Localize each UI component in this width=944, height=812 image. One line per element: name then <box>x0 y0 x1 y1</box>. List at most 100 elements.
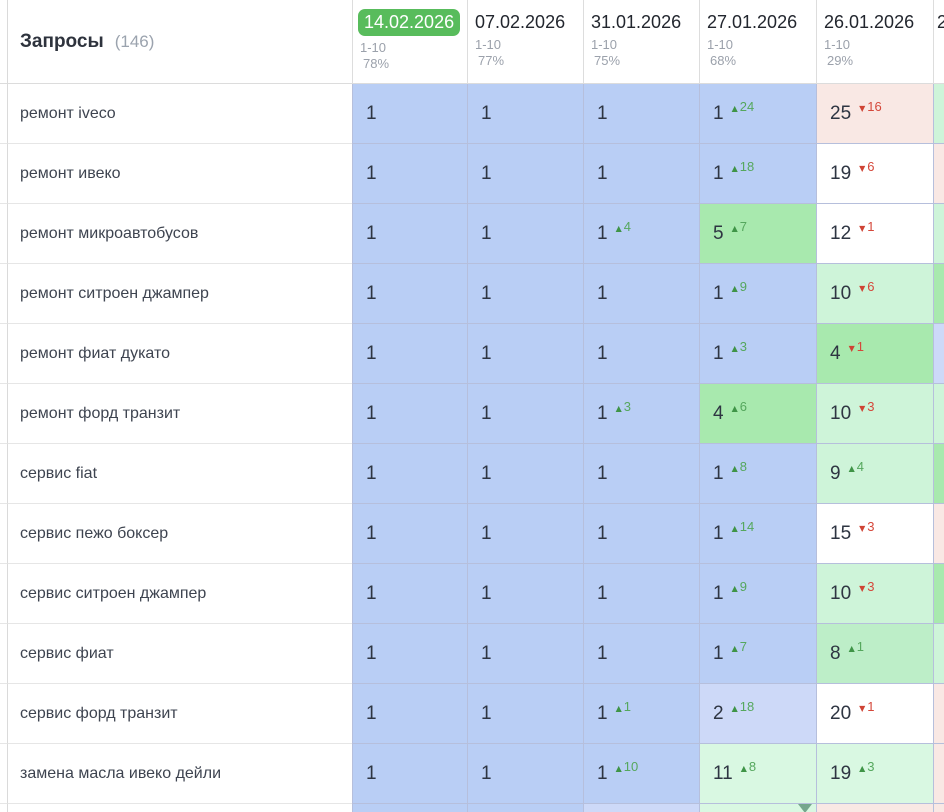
position-cell[interactable]: 4 ▼ 1 <box>816 324 933 384</box>
position-cell[interactable]: 9 ▲ 4 <box>816 444 933 504</box>
position-cell[interactable]: 1 <box>583 324 699 384</box>
position-cell-clipped[interactable] <box>933 684 944 744</box>
position-cell[interactable]: 1 ▲ 3 <box>583 384 699 444</box>
position-cell[interactable]: 1 ▲ 3 <box>699 324 816 384</box>
position-cell[interactable]: 1 <box>352 84 467 144</box>
date-column-header[interactable]: 31.01.2026 1-10 75% <box>583 0 699 84</box>
position-cell[interactable]: 1 ▲ 10 <box>583 744 699 804</box>
position-cell[interactable]: 1 <box>467 144 583 204</box>
position-cell[interactable]: 1 <box>352 444 467 504</box>
keyword-row: сервис ситроен джампер 1 1 1 1 ▲ 9 10 ▼ 3 <box>0 564 944 624</box>
date-column-header[interactable]: 07.02.2026 1-10 77% <box>467 0 583 84</box>
position-cell[interactable]: 1 <box>352 204 467 264</box>
position-cell[interactable]: 1 <box>352 384 467 444</box>
position-cell-clipped[interactable] <box>933 324 944 384</box>
position-cell[interactable]: 10 ▼ 3 <box>816 384 933 444</box>
position-cell-clipped[interactable] <box>933 204 944 264</box>
position-cell[interactable]: 19 ▲ 3 <box>816 744 933 804</box>
keyword-cell[interactable]: сервис форд транзит <box>8 684 352 744</box>
position-cell[interactable]: 25 ▼ 16 <box>816 84 933 144</box>
position-cell[interactable]: 10 ▼ 6 <box>816 264 933 324</box>
position-cell[interactable]: 8 ▲ 1 <box>816 624 933 684</box>
position-cell[interactable]: 1 <box>352 264 467 324</box>
position-cell[interactable]: 1 <box>352 684 467 744</box>
position-cell[interactable] <box>467 804 583 812</box>
keyword-cell[interactable]: ремонт фиат дукато <box>8 324 352 384</box>
position-cell[interactable]: 5 ▲ 7 <box>699 204 816 264</box>
keyword-cell[interactable]: сервис фиат <box>8 624 352 684</box>
position-cell[interactable]: 11 ▲ 8 <box>699 744 816 804</box>
position-cell[interactable]: 1 ▲ 18 <box>699 144 816 204</box>
position-cell[interactable]: 1 <box>467 84 583 144</box>
current-date-pill[interactable]: 14.02.2026 <box>358 9 461 36</box>
position-cell[interactable] <box>699 804 816 812</box>
keyword-cell[interactable]: ремонт ситроен джампер <box>8 264 352 324</box>
position-cell-clipped[interactable] <box>933 144 944 204</box>
keyword-cell[interactable]: ремонт iveco <box>8 84 352 144</box>
position-cell[interactable]: 20 ▼ 1 <box>816 684 933 744</box>
position-cell[interactable]: 1 <box>352 744 467 804</box>
position-cell[interactable]: 1 ▲ 1 <box>583 684 699 744</box>
position-cell[interactable]: 1 ▲ 9 <box>699 564 816 624</box>
position-cell[interactable]: 10 ▼ 3 <box>816 564 933 624</box>
date-column-header[interactable]: 27.01.2026 1-10 68% <box>699 0 816 84</box>
position-cell[interactable] <box>816 804 933 812</box>
position-cell-clipped[interactable] <box>933 624 944 684</box>
keyword-cell[interactable]: сервис ситроен джампер <box>8 564 352 624</box>
keyword-cell[interactable]: ремонт ивеко <box>8 144 352 204</box>
keyword-cell[interactable]: ремонт микроавтобусов <box>8 204 352 264</box>
date-column-header-clipped[interactable]: 2 <box>933 0 944 84</box>
position-cell[interactable]: 1 ▲ 14 <box>699 504 816 564</box>
position-cell[interactable]: 1 <box>583 264 699 324</box>
date-column-header-current[interactable]: 14.02.2026 1-10 78% <box>352 0 467 84</box>
position-cell-clipped[interactable] <box>933 804 944 812</box>
position-cell[interactable]: 2 ▲ 18 <box>699 684 816 744</box>
position-cell[interactable]: 1 ▲ 7 <box>699 624 816 684</box>
position-cell[interactable]: 1 <box>583 144 699 204</box>
position-cell-clipped[interactable] <box>933 264 944 324</box>
keyword-cell[interactable]: ремонт форд транзит <box>8 384 352 444</box>
keyword-cell[interactable]: замена масла ивеко дейли <box>8 744 352 804</box>
position-cell[interactable]: 1 ▲ 9 <box>699 264 816 324</box>
position-cell-clipped[interactable] <box>933 444 944 504</box>
keyword-cell[interactable]: сервис пежо боксер <box>8 504 352 564</box>
position-cell[interactable]: 1 ▲ 4 <box>583 204 699 264</box>
position-cell[interactable]: 4 ▲ 6 <box>699 384 816 444</box>
top-percent-label: 77% <box>478 53 505 68</box>
position-cell[interactable]: 1 <box>467 264 583 324</box>
position-cell[interactable]: 1 <box>467 684 583 744</box>
position-cell[interactable] <box>352 804 467 812</box>
position-cell[interactable]: 1 <box>583 84 699 144</box>
keyword-cell[interactable] <box>8 804 352 812</box>
position-cell-clipped[interactable] <box>933 84 944 144</box>
position-cell-clipped[interactable] <box>933 384 944 444</box>
position-cell[interactable]: 1 <box>467 204 583 264</box>
position-cell[interactable]: 1 <box>467 624 583 684</box>
position-cell[interactable]: 1 <box>583 624 699 684</box>
position-cell[interactable]: 15 ▼ 3 <box>816 504 933 564</box>
keyword-cell[interactable]: сервис fiat <box>8 444 352 504</box>
position-cell[interactable]: 19 ▼ 6 <box>816 144 933 204</box>
position-cell[interactable]: 12 ▼ 1 <box>816 204 933 264</box>
position-cell[interactable]: 1 ▲ 8 <box>699 444 816 504</box>
position-cell[interactable]: 1 <box>583 564 699 624</box>
position-cell[interactable]: 1 <box>467 504 583 564</box>
position-cell[interactable]: 1 <box>352 324 467 384</box>
position-cell[interactable] <box>583 804 699 812</box>
position-cell[interactable]: 1 <box>583 444 699 504</box>
position-cell[interactable]: 1 <box>352 564 467 624</box>
position-cell[interactable]: 1 <box>352 504 467 564</box>
position-cell-clipped[interactable] <box>933 564 944 624</box>
position-cell[interactable]: 1 <box>467 444 583 504</box>
position-cell[interactable]: 1 <box>352 144 467 204</box>
position-cell[interactable]: 1 <box>583 504 699 564</box>
position-cell[interactable]: 1 ▲ 24 <box>699 84 816 144</box>
date-column-header[interactable]: 26.01.2026 1-10 29% <box>816 0 933 84</box>
position-cell[interactable]: 1 <box>467 744 583 804</box>
position-cell[interactable]: 1 <box>352 624 467 684</box>
position-cell[interactable]: 1 <box>467 324 583 384</box>
position-cell-clipped[interactable] <box>933 504 944 564</box>
position-cell-clipped[interactable] <box>933 744 944 804</box>
position-cell[interactable]: 1 <box>467 564 583 624</box>
position-cell[interactable]: 1 <box>467 384 583 444</box>
